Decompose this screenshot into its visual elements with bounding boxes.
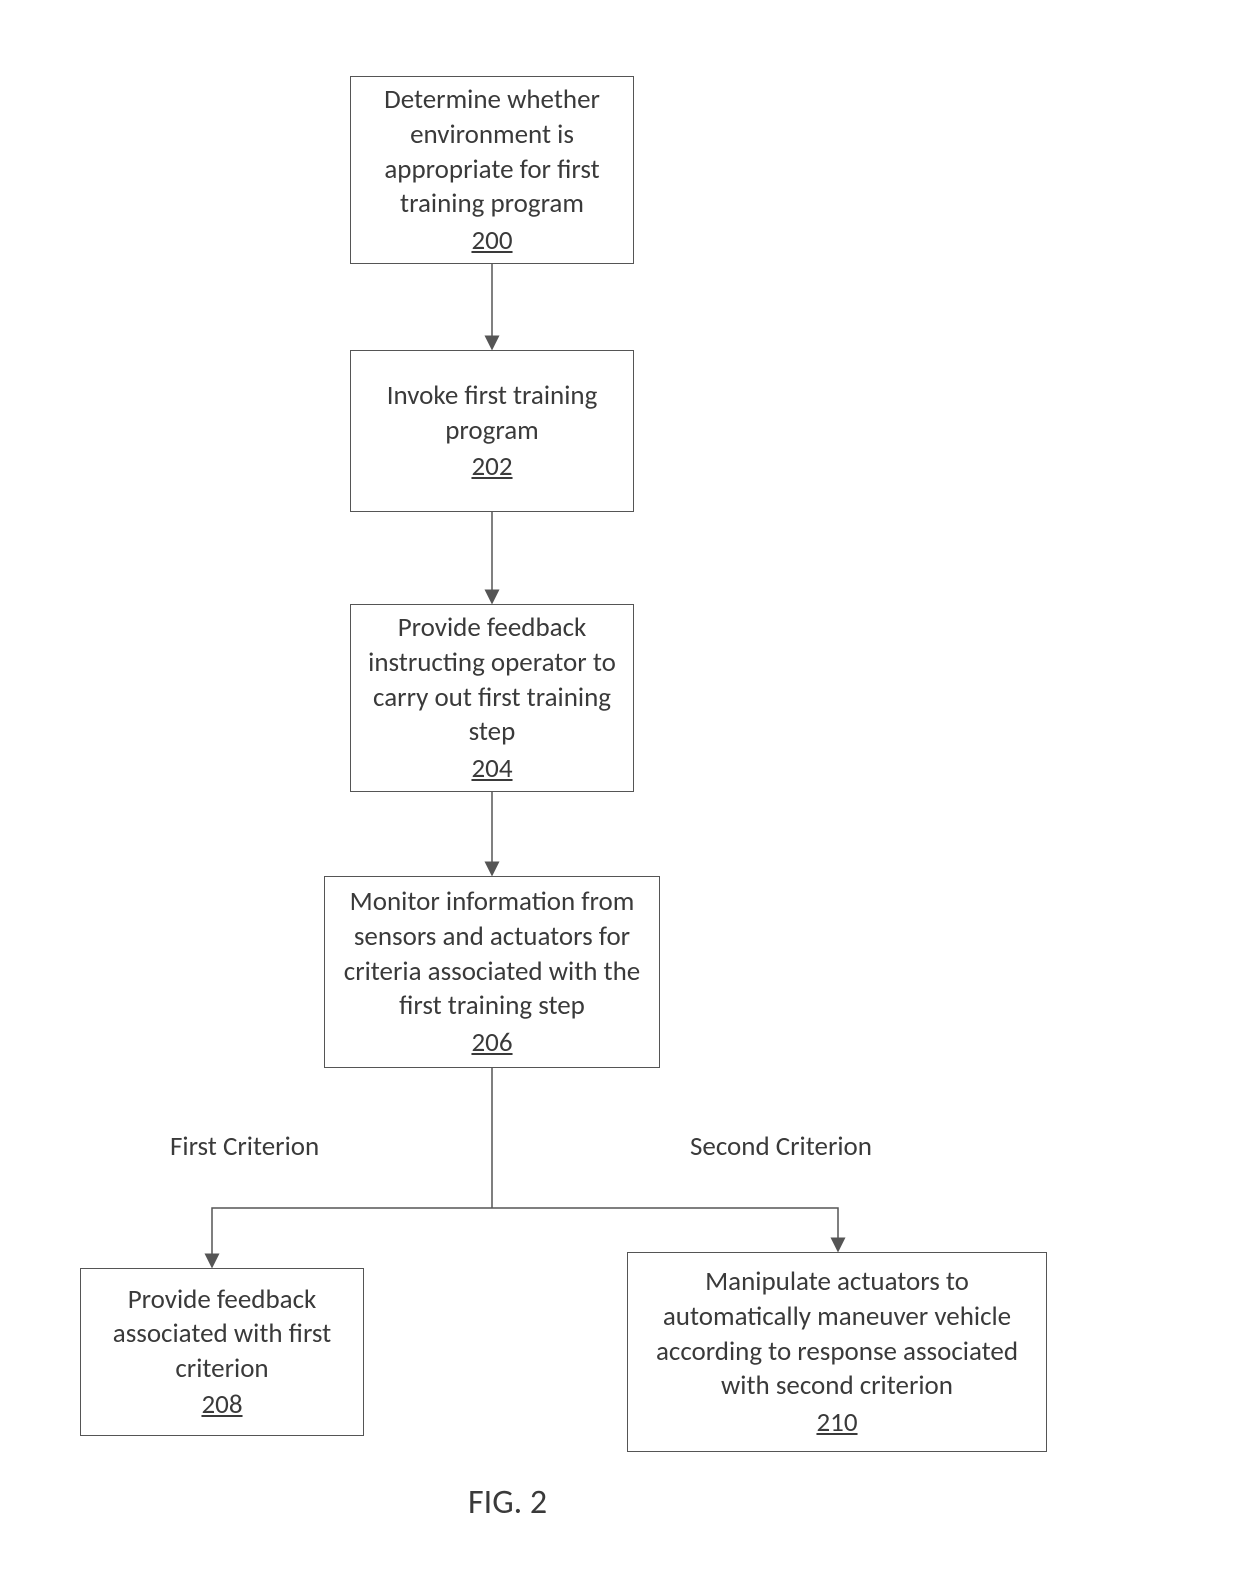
node-208: Provide feedback associated with first c… [80, 1268, 364, 1436]
node-ref: 200 [471, 224, 512, 257]
node-text: Manipulate actuators to automatically ma… [638, 1265, 1036, 1403]
label-second-criterion: Second Criterion [690, 1130, 872, 1163]
node-text: Invoke first training program [361, 379, 623, 448]
edge [212, 1208, 492, 1266]
node-text: Determine whether environment is appropr… [361, 83, 623, 221]
node-ref: 204 [471, 752, 512, 785]
node-text: Monitor information from sensors and act… [335, 885, 649, 1023]
node-text: Provide feedback instructing operator to… [361, 611, 623, 749]
flowchart-canvas: Determine whether environment is appropr… [0, 0, 1240, 1572]
node-200: Determine whether environment is appropr… [350, 76, 634, 264]
node-ref: 210 [816, 1406, 857, 1439]
node-210: Manipulate actuators to automatically ma… [627, 1252, 1047, 1452]
node-ref: 208 [201, 1388, 242, 1421]
node-ref: 202 [471, 450, 512, 483]
edge [492, 1208, 838, 1250]
node-ref: 206 [471, 1026, 512, 1059]
node-206: Monitor information from sensors and act… [324, 876, 660, 1068]
figure-caption: FIG. 2 [468, 1482, 547, 1523]
node-text: Provide feedback associated with first c… [91, 1283, 353, 1387]
node-202: Invoke first training program 202 [350, 350, 634, 512]
label-first-criterion: First Criterion [170, 1130, 319, 1163]
node-204: Provide feedback instructing operator to… [350, 604, 634, 792]
